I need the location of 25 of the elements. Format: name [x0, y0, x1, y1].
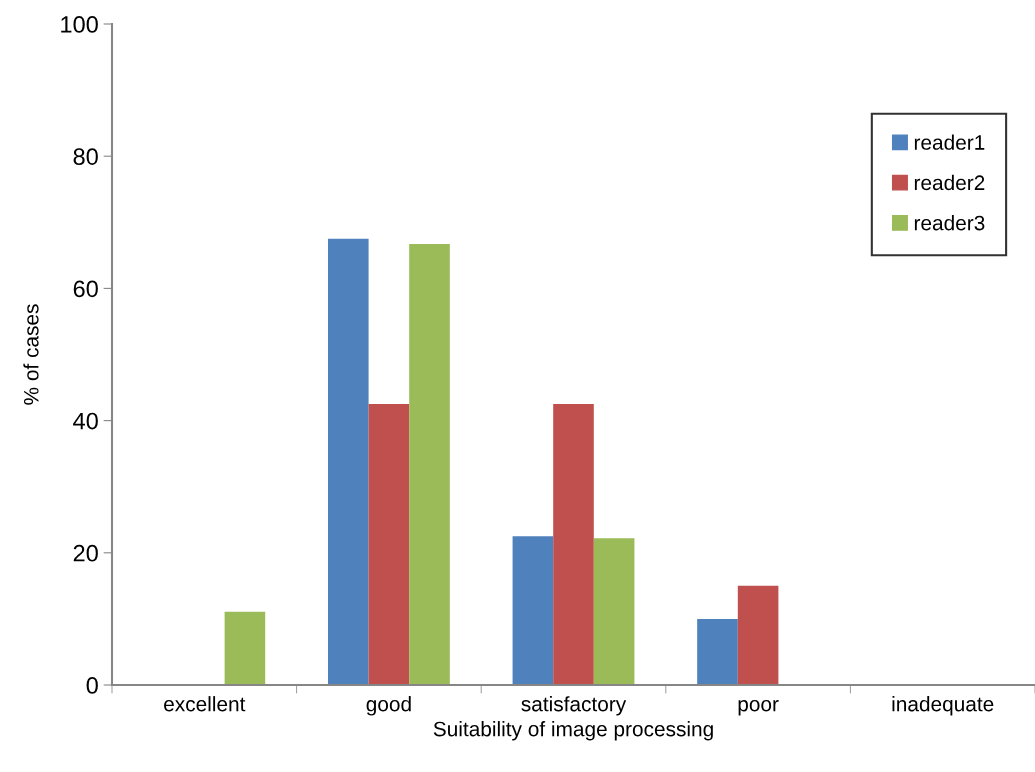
y-tick-label: 20 [73, 544, 98, 562]
x-tick-label: excellent [164, 696, 246, 712]
bar [553, 404, 594, 685]
x-axis-title: Suitability of image processing [433, 721, 713, 741]
bar [512, 536, 554, 685]
x-tick-label: poor [738, 700, 779, 716]
legend-label: reader3 [914, 215, 985, 231]
y-tick-label: 80 [73, 148, 98, 165]
bar [593, 538, 635, 685]
y-tick-label: 40 [73, 412, 98, 430]
bar [224, 611, 266, 685]
bar [409, 244, 450, 685]
y-tick-label: 0 [86, 677, 98, 694]
bar [697, 618, 738, 685]
y-axis-title: % of cases [23, 304, 39, 405]
bar [327, 238, 369, 685]
y-tick-label: 100 [61, 16, 98, 33]
x-tick-label: satisfactory [521, 696, 627, 716]
bar [368, 404, 410, 685]
y-tick-label: 60 [73, 280, 98, 298]
x-tick-label: good [366, 696, 411, 716]
legend-label: reader1 [914, 134, 985, 150]
x-tick-label: inadequate [892, 696, 994, 716]
bar [737, 585, 779, 685]
legend-label: reader2 [914, 174, 985, 191]
